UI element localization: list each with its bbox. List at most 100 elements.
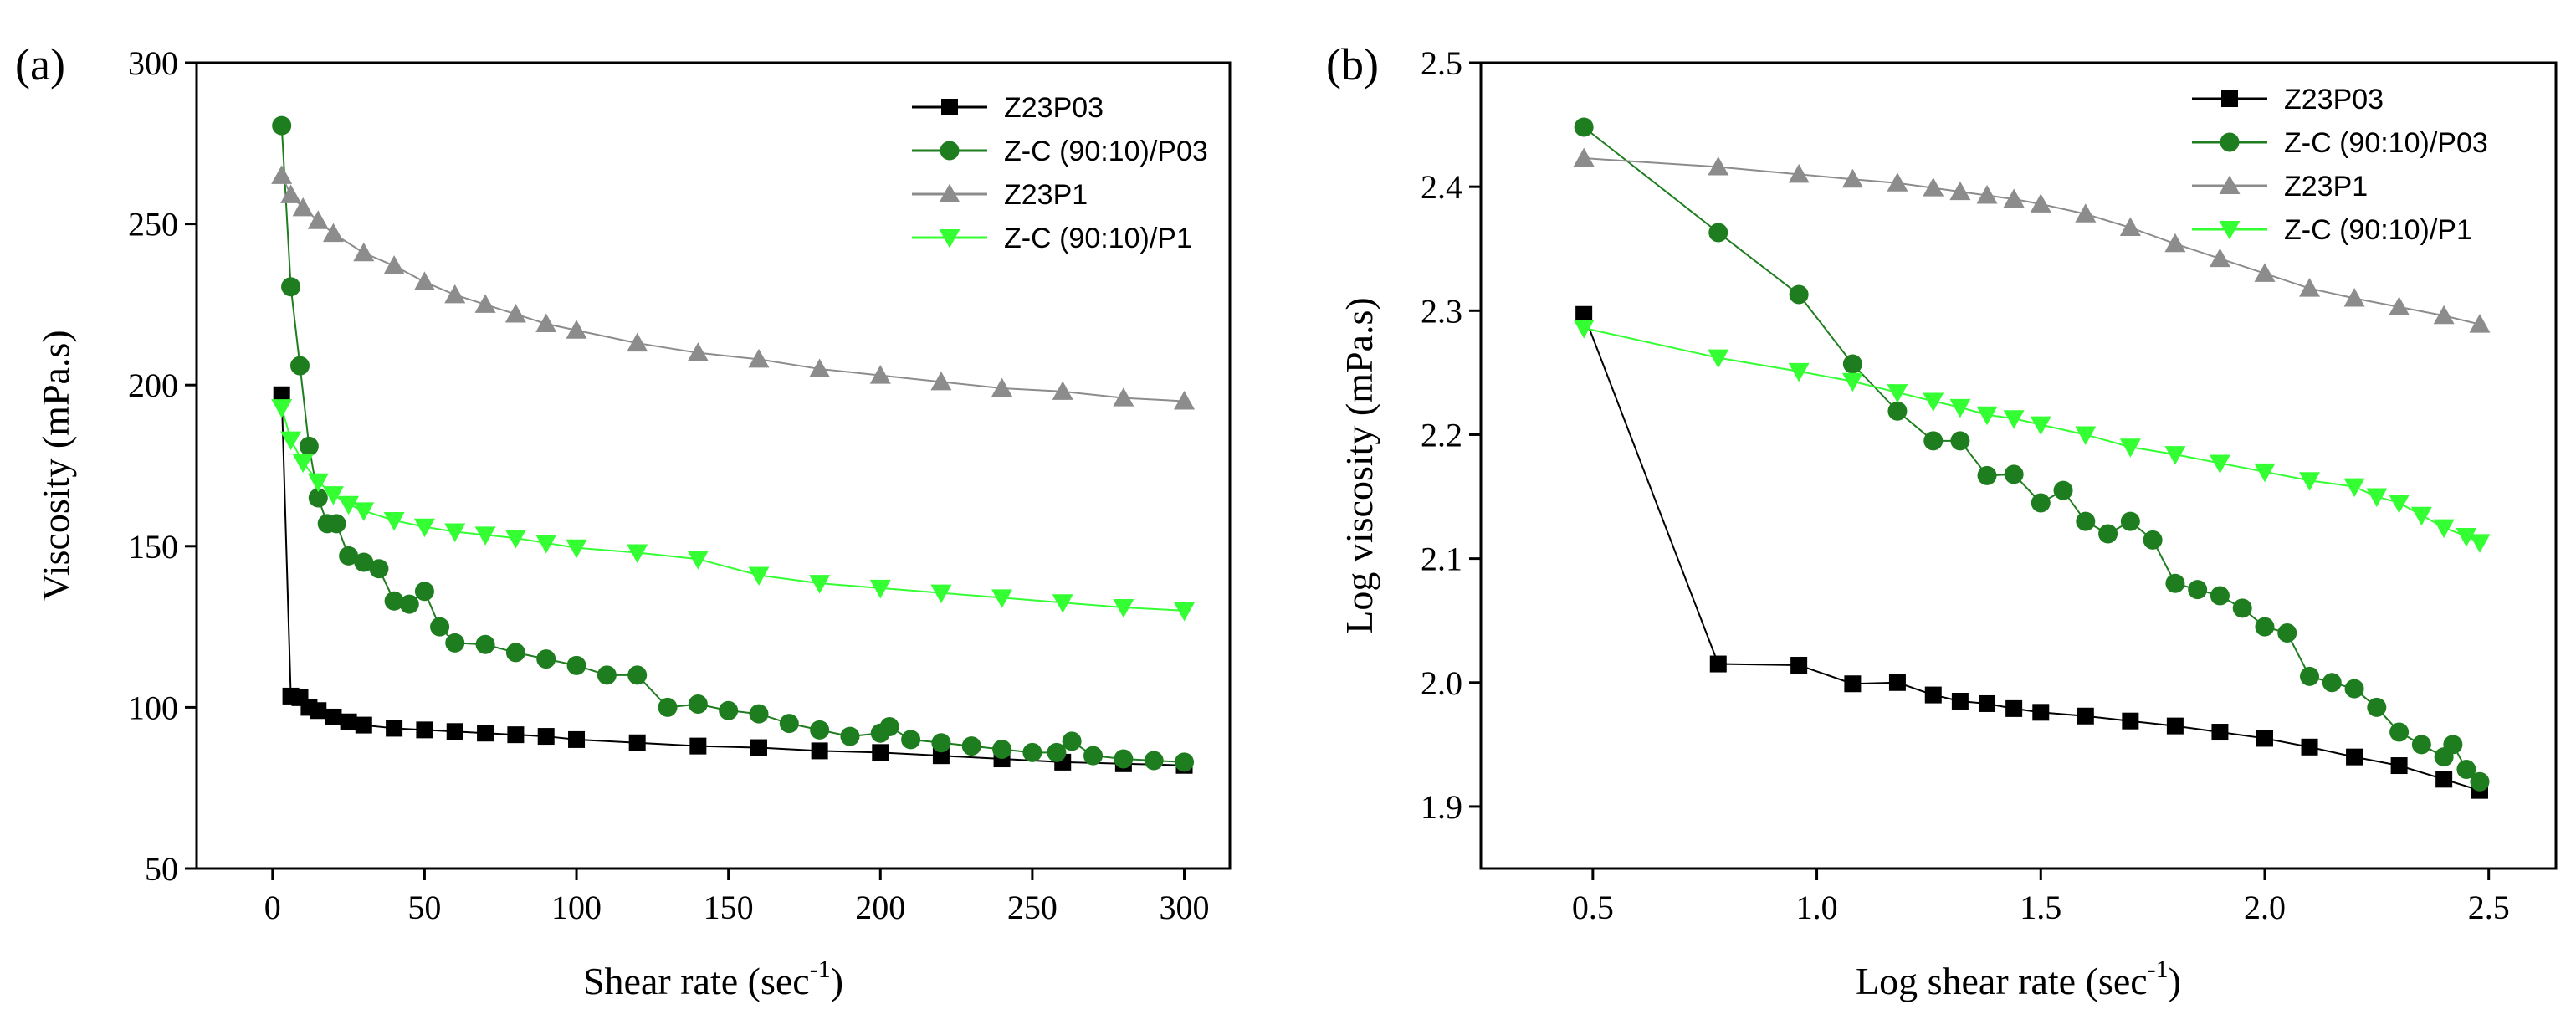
data-point — [414, 582, 434, 602]
data-point — [2435, 771, 2453, 788]
data-point — [340, 713, 357, 730]
data-point — [2299, 278, 2321, 297]
data-point — [383, 255, 405, 274]
data-point — [748, 566, 770, 586]
y-tick-label: 2.4 — [1421, 168, 1462, 206]
x-tick-label: 200 — [855, 889, 905, 926]
data-point — [2165, 573, 2185, 593]
y-tick-label: 300 — [128, 44, 178, 82]
data-point — [1114, 749, 1134, 769]
x-axis-title-sup: -1 — [810, 956, 831, 983]
data-point — [2389, 722, 2410, 742]
series-0 — [1575, 305, 2488, 799]
data-point — [932, 747, 950, 765]
data-point — [475, 634, 495, 654]
data-point — [2075, 426, 2097, 445]
data-point — [2164, 233, 2186, 253]
x-tick-label: 150 — [704, 889, 754, 926]
data-point — [338, 495, 360, 515]
data-point — [869, 579, 891, 599]
x-axis-title: Log shear rate (sec-1) — [1856, 956, 2181, 1002]
data-point — [307, 473, 329, 493]
data-point — [658, 697, 678, 717]
legend-marker — [2220, 132, 2240, 152]
data-point — [1113, 387, 1134, 407]
data-point — [386, 720, 403, 737]
data-point — [748, 348, 770, 368]
data-point — [1977, 465, 1997, 485]
data-point — [2119, 438, 2141, 458]
data-point — [2004, 464, 2024, 484]
data-point — [281, 277, 301, 297]
data-point — [2076, 511, 2096, 531]
data-point — [2075, 203, 2097, 223]
x-tick-label: 1.5 — [2020, 889, 2061, 926]
data-point — [1574, 117, 1594, 137]
x-tick-label: 100 — [551, 889, 602, 926]
data-point — [310, 702, 327, 720]
data-point — [869, 365, 891, 384]
data-point — [308, 488, 328, 508]
data-point — [2366, 488, 2388, 508]
data-point — [2411, 735, 2431, 755]
data-point — [1708, 349, 1729, 369]
data-point — [2209, 454, 2230, 474]
data-point — [1790, 657, 1808, 674]
data-point — [2211, 724, 2229, 741]
data-point — [273, 386, 290, 403]
y-tick-label: 2.5 — [1421, 44, 1462, 82]
data-point — [2256, 730, 2273, 747]
y-tick-label: 250 — [128, 206, 178, 243]
legend-label: Z23P1 — [1004, 179, 1088, 211]
legend: Z23P03 Z-C (90:10)/P03 Z23P1 Z-C (90:10)/P1 — [912, 92, 1208, 254]
data-point — [566, 539, 587, 559]
data-point — [1062, 731, 1082, 751]
data-point — [2456, 527, 2477, 547]
legend-label: Z-C (90:10)/P1 — [1004, 223, 1192, 254]
data-point — [1144, 751, 1164, 771]
data-point — [627, 665, 648, 685]
data-point — [369, 559, 389, 579]
data-point — [445, 633, 465, 653]
data-point — [1573, 147, 1595, 167]
series-1 — [1574, 117, 2490, 792]
data-point — [2098, 524, 2118, 544]
legend-label: Z23P1 — [2284, 171, 2368, 202]
data-point — [872, 744, 889, 761]
data-point — [991, 377, 1013, 397]
data-point — [2003, 188, 2025, 208]
data-point — [1923, 392, 1944, 412]
data-point — [322, 486, 344, 505]
data-point — [1841, 372, 1863, 392]
data-point — [2166, 717, 2184, 735]
data-point — [2389, 494, 2410, 514]
legend-marker — [2219, 175, 2241, 194]
data-point — [430, 617, 450, 637]
data-point — [353, 242, 375, 262]
data-point — [2254, 463, 2276, 483]
data-point — [536, 649, 556, 669]
data-point — [2299, 472, 2321, 491]
data-point — [1887, 172, 1908, 192]
legend-marker — [939, 183, 960, 202]
x-axis-title-close: ) — [831, 960, 843, 1002]
data-point — [992, 739, 1012, 759]
data-point — [1979, 694, 1996, 712]
data-point — [809, 358, 831, 377]
data-point — [354, 552, 374, 572]
x-tick-label: 1.0 — [1796, 889, 1838, 926]
series-3 — [1573, 320, 2491, 553]
data-point — [2343, 287, 2365, 307]
data-point — [687, 342, 709, 361]
data-point — [2077, 707, 2094, 725]
data-point — [1887, 384, 1908, 403]
data-point — [1047, 742, 1067, 762]
data-point — [2433, 305, 2455, 325]
data-point — [1174, 602, 1196, 622]
data-point — [810, 720, 830, 740]
series-line — [280, 126, 1185, 763]
data-point — [1083, 746, 1104, 766]
data-point — [2469, 314, 2491, 333]
data-point — [628, 734, 646, 751]
data-point — [1950, 431, 1970, 451]
